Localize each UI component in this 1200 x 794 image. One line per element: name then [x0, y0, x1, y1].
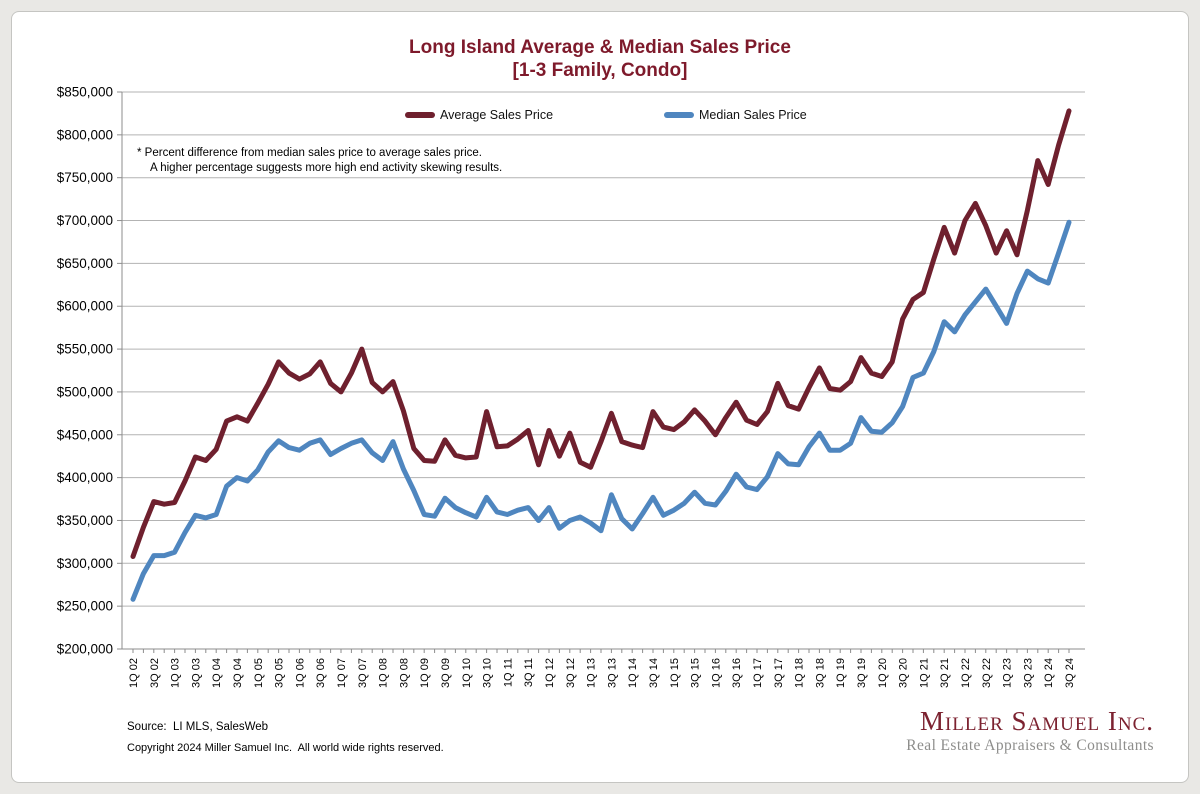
legend-label-average: Average Sales Price — [440, 108, 554, 122]
svg-text:$350,000: $350,000 — [57, 513, 113, 528]
svg-text:1Q 18: 1Q 18 — [794, 658, 806, 688]
svg-text:1Q 22: 1Q 22 — [960, 658, 972, 688]
chart-title: Long Island Average & Median Sales Price… — [0, 36, 1200, 82]
svg-text:1Q 05: 1Q 05 — [253, 658, 265, 688]
svg-text:$450,000: $450,000 — [57, 427, 113, 442]
svg-text:3Q 20: 3Q 20 — [898, 658, 910, 688]
logo-tagline: Real Estate Appraisers & Consultants — [906, 737, 1154, 754]
svg-text:1Q 03: 1Q 03 — [170, 658, 182, 688]
svg-text:$800,000: $800,000 — [57, 127, 113, 142]
legend-item-median: Median Sales Price — [664, 108, 807, 122]
svg-text:3Q 21: 3Q 21 — [939, 658, 951, 688]
svg-text:1Q 23: 1Q 23 — [1002, 658, 1014, 688]
svg-text:1Q 10: 1Q 10 — [461, 658, 473, 688]
svg-text:$300,000: $300,000 — [57, 556, 113, 571]
chart-title-line1: Long Island Average & Median Sales Price — [409, 37, 791, 58]
legend-label-median: Median Sales Price — [699, 108, 807, 122]
svg-text:1Q 13: 1Q 13 — [586, 658, 598, 688]
svg-text:3Q 14: 3Q 14 — [648, 658, 660, 688]
svg-text:3Q 24: 3Q 24 — [1064, 658, 1076, 688]
svg-text:1Q 04: 1Q 04 — [211, 658, 223, 688]
svg-text:3Q 02: 3Q 02 — [149, 658, 161, 688]
svg-text:$600,000: $600,000 — [57, 299, 113, 314]
svg-text:$650,000: $650,000 — [57, 256, 113, 271]
svg-text:3Q 07: 3Q 07 — [357, 658, 369, 688]
average-series-line — [130, 108, 1072, 559]
svg-text:1Q 15: 1Q 15 — [669, 658, 681, 688]
svg-text:$200,000: $200,000 — [57, 642, 113, 657]
footnote-line1: * Percent difference from median sales p… — [137, 147, 482, 159]
svg-text:3Q 13: 3Q 13 — [606, 658, 618, 688]
svg-text:3Q 04: 3Q 04 — [232, 658, 244, 688]
svg-text:1Q 09: 1Q 09 — [419, 658, 431, 688]
svg-text:1Q 02: 1Q 02 — [128, 658, 140, 688]
median-series-swatch — [664, 112, 694, 118]
svg-text:3Q 12: 3Q 12 — [565, 658, 577, 688]
chart-title-line2: [1-3 Family, Condo] — [512, 60, 688, 81]
svg-text:3Q 15: 3Q 15 — [690, 658, 702, 688]
svg-text:1Q 08: 1Q 08 — [378, 658, 390, 688]
source-note: Source: LI MLS, SalesWeb — [127, 721, 269, 733]
svg-text:$400,000: $400,000 — [57, 470, 113, 485]
svg-text:$250,000: $250,000 — [57, 599, 113, 614]
svg-text:3Q 23: 3Q 23 — [1022, 658, 1034, 688]
svg-text:1Q 07: 1Q 07 — [336, 658, 348, 688]
svg-text:1Q 24: 1Q 24 — [1043, 658, 1055, 688]
svg-text:1Q 16: 1Q 16 — [710, 658, 722, 688]
svg-text:3Q 10: 3Q 10 — [482, 658, 494, 688]
svg-text:$500,000: $500,000 — [57, 384, 113, 399]
svg-text:1Q 19: 1Q 19 — [835, 658, 847, 688]
svg-text:1Q 12: 1Q 12 — [544, 658, 556, 688]
svg-text:$550,000: $550,000 — [57, 342, 113, 357]
legend-item-average: Average Sales Price — [405, 108, 553, 122]
svg-text:$700,000: $700,000 — [57, 213, 113, 228]
median-series-line — [130, 219, 1072, 602]
svg-text:$750,000: $750,000 — [57, 170, 113, 185]
svg-text:1Q 06: 1Q 06 — [294, 658, 306, 688]
chart-card — [11, 11, 1189, 783]
svg-text:1Q 21: 1Q 21 — [918, 658, 930, 688]
svg-text:1Q 14: 1Q 14 — [627, 658, 639, 688]
svg-text:3Q 22: 3Q 22 — [981, 658, 993, 688]
average-series-swatch — [405, 112, 435, 118]
svg-text:3Q 16: 3Q 16 — [731, 658, 743, 688]
svg-text:3Q 06: 3Q 06 — [315, 658, 327, 688]
svg-text:3Q 19: 3Q 19 — [856, 658, 868, 688]
svg-text:3Q 08: 3Q 08 — [398, 658, 410, 688]
footnote-annotation: * Percent difference from median sales p… — [137, 146, 502, 176]
svg-text:3Q 11: 3Q 11 — [523, 658, 535, 687]
svg-text:3Q 09: 3Q 09 — [440, 658, 452, 688]
svg-text:$850,000: $850,000 — [57, 85, 113, 100]
footnote-line2: A higher percentage suggests more high e… — [150, 162, 503, 174]
logo-name: Miller Samuel Inc. — [919, 706, 1154, 736]
svg-text:3Q 03: 3Q 03 — [190, 658, 202, 688]
miller-samuel-logo: Miller Samuel Inc. Real Estate Appraiser… — [906, 706, 1154, 756]
svg-text:1Q 17: 1Q 17 — [752, 658, 764, 688]
svg-text:1Q 11: 1Q 11 — [502, 658, 514, 687]
svg-text:1Q 20: 1Q 20 — [877, 658, 889, 688]
svg-text:3Q 05: 3Q 05 — [274, 658, 286, 688]
svg-text:3Q 18: 3Q 18 — [814, 658, 826, 688]
copyright-note: Copyright 2024 Miller Samuel Inc. All wo… — [127, 742, 444, 754]
svg-text:3Q 17: 3Q 17 — [773, 658, 785, 688]
